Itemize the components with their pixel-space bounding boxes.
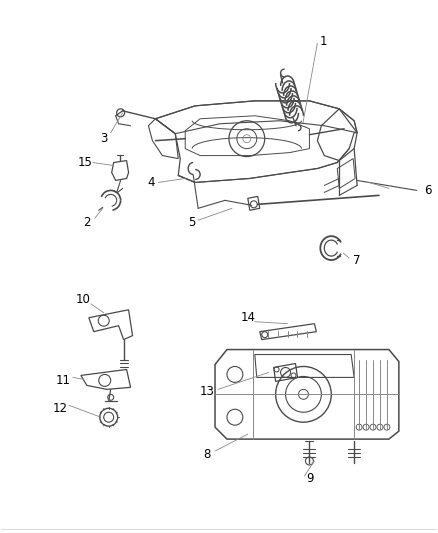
Text: 13: 13 (200, 385, 215, 398)
Text: 15: 15 (78, 156, 92, 169)
Text: 8: 8 (203, 448, 211, 461)
Text: 1: 1 (320, 35, 327, 47)
Text: 11: 11 (56, 374, 71, 387)
Text: 9: 9 (307, 472, 314, 486)
Text: 14: 14 (240, 311, 255, 324)
Text: 12: 12 (53, 402, 67, 415)
Text: 5: 5 (188, 216, 196, 229)
Text: 10: 10 (75, 293, 90, 306)
Text: 3: 3 (100, 132, 107, 145)
Text: 7: 7 (353, 254, 361, 266)
Text: 2: 2 (83, 216, 91, 229)
Text: 6: 6 (424, 184, 431, 197)
Text: 4: 4 (148, 176, 155, 189)
